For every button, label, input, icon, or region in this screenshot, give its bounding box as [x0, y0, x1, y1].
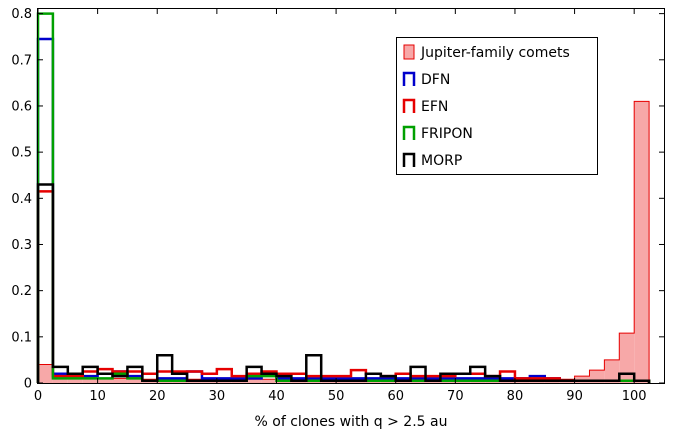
x-tick-label: 50	[328, 389, 345, 404]
bar-jupiter-family-comets	[261, 379, 277, 383]
y-tick-label: 0.4	[11, 192, 32, 207]
x-tick-label: 90	[566, 389, 583, 404]
line-efn	[36, 190, 651, 383]
bar-jupiter-family-comets	[619, 333, 635, 383]
series-morp	[36, 183, 651, 383]
y-tick-label: 0.1	[11, 330, 32, 345]
x-tick-label: 40	[268, 389, 285, 404]
legend-label: FRIPON	[421, 126, 473, 142]
legend-label: EFN	[421, 99, 448, 115]
legend-label: DFN	[421, 72, 450, 88]
plot-frame	[37, 8, 665, 384]
bar-jupiter-family-comets	[246, 379, 262, 383]
x-tick-label: 30	[209, 389, 226, 404]
y-tick-label: 0.7	[11, 53, 32, 68]
series-efn	[36, 190, 651, 383]
legend-item-morp: MORP	[402, 152, 462, 169]
legend-label: Jupiter-family comets	[420, 45, 570, 61]
legend: Jupiter-family comets DFN EFN FRIPON MORP	[396, 37, 598, 175]
y-tick-label: 0.8	[11, 7, 32, 22]
bar-jupiter-family-comets	[634, 101, 650, 384]
bar-jupiter-family-comets	[112, 378, 128, 383]
y-tick-label: 0.5	[11, 146, 32, 161]
x-tick-label: 20	[149, 389, 166, 404]
legend-swatch	[402, 152, 416, 167]
legend-item-fripon: FRIPON	[402, 125, 473, 142]
y-tick-label: 0	[24, 377, 32, 392]
y-tick-label: 0.2	[11, 284, 32, 299]
y-tick-label: 0.3	[11, 238, 32, 253]
legend-swatch	[403, 44, 415, 60]
x-tick-label: 100	[622, 389, 647, 404]
legend-box	[396, 37, 598, 175]
x-tick-label: 10	[89, 389, 106, 404]
legend-swatch	[402, 125, 416, 140]
y-tick-label: 0.6	[11, 99, 32, 114]
bar-jupiter-family-comets	[97, 378, 113, 383]
ticks-layer: 0 10 20 30 40 50 60 70 80 90 100 0 0.1 0.2 0.3 0.4 0.5 0.…	[11, 7, 664, 404]
legend-swatch	[402, 71, 416, 86]
line-morp	[36, 183, 651, 383]
x-tick-label: 60	[387, 389, 404, 404]
legend-item-jupiter-family-comets: Jupiter-family comets	[403, 44, 570, 61]
bar-jupiter-family-comets	[604, 359, 620, 383]
legend-swatch	[402, 98, 416, 113]
bar-jupiter-family-comets	[127, 378, 143, 383]
bar-jupiter-family-comets	[38, 364, 53, 383]
x-tick-label: 80	[507, 389, 524, 404]
x-tick-label: 70	[447, 389, 464, 404]
bar-jupiter-family-comets	[82, 378, 98, 383]
x-axis-label: % of clones with q > 2.5 au	[255, 414, 448, 430]
legend-items: Jupiter-family comets DFN EFN FRIPON MORP	[402, 44, 570, 169]
legend-label: MORP	[421, 153, 462, 169]
legend-item-efn: EFN	[402, 98, 448, 115]
x-tick-label: 0	[34, 389, 42, 404]
legend-item-dfn: DFN	[402, 71, 450, 88]
